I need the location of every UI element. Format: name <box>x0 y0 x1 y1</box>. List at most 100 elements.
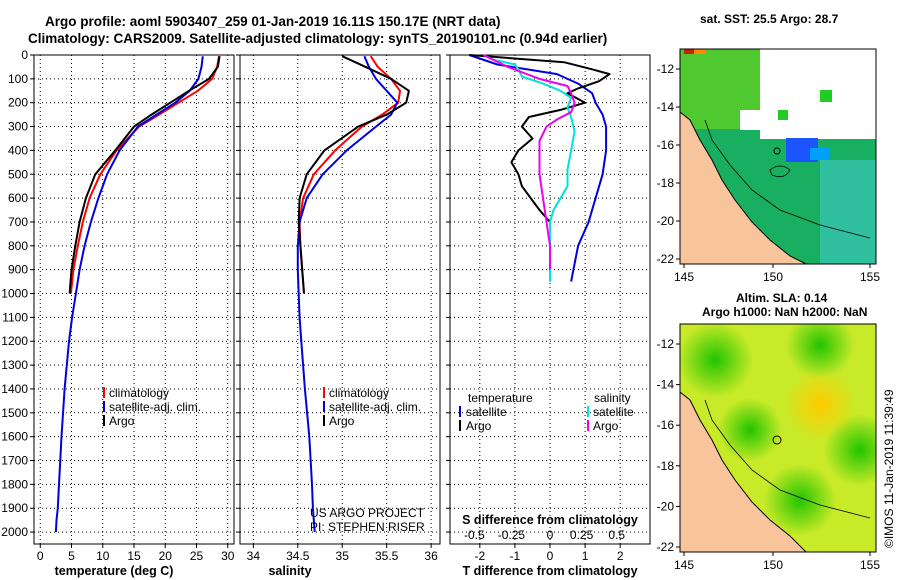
x-tick-label: -2 <box>474 549 485 563</box>
legend-label: Argo <box>593 419 619 433</box>
y-tick-label: 100 <box>8 72 28 86</box>
y-tick-label: 200 <box>8 96 28 110</box>
sst-map: -12 -14 -16 -18 -20 -22 145 150 155 <box>657 48 881 284</box>
x-tick-label: 1 <box>582 549 589 563</box>
y-tick-label: 0 <box>21 48 28 62</box>
map-y-tick-label: -20 <box>657 214 675 228</box>
legend-label: climatology <box>329 386 389 400</box>
y-tick-label: 2000 <box>1 525 28 539</box>
y-tick-label: 600 <box>8 191 28 205</box>
x-tick-label: 35 <box>336 549 350 563</box>
imos-timestamp: ©IMOS 11-Jan-2019 11:39:49 <box>882 389 896 548</box>
sla-map-subtitle: Argo h1000: NaN h2000: NaN <box>702 305 867 319</box>
map-y-tick-label: -22 <box>657 252 675 266</box>
figure-subtitle: Climatology: CARS2009. Satellite-adjuste… <box>28 31 607 46</box>
map-y-tick-label: -18 <box>657 459 675 473</box>
map-y-tick-label: -18 <box>657 176 675 190</box>
y-tick-label: 1500 <box>1 406 28 420</box>
series-line-satellite <box>482 54 576 282</box>
map-y-tick-label: -12 <box>657 337 675 351</box>
map-x-tick-label: 150 <box>763 270 783 284</box>
map-y-tick-label: -12 <box>657 62 675 76</box>
salinity-panel: 34 34.5 35 35.5 36 salinity climatologysatelli… <box>236 54 441 578</box>
project-credit: US ARGO PROJECT <box>310 506 425 520</box>
sla-isobath <box>704 399 871 519</box>
series-line-Argo <box>482 54 576 270</box>
sla-low-patch-3 <box>718 398 782 462</box>
series-line-Argo <box>297 55 410 294</box>
x2-tick-label: 0.5 <box>608 528 625 542</box>
x-axis-label: T difference from climatology <box>462 564 637 578</box>
australia-coast-sla <box>680 391 807 552</box>
sst-hot-pixel <box>684 49 696 54</box>
series-line-Argo <box>469 54 611 223</box>
sst-cool-patch-2 <box>810 148 830 160</box>
y-tick-label: 300 <box>8 120 28 134</box>
x-tick-label: 5 <box>68 549 75 563</box>
y-tick-label: 1800 <box>1 477 28 491</box>
temperature-panel: 0 5 10 15 20 25 300100200300400500600700800900… <box>1 48 234 578</box>
map-x-tick-label: 155 <box>860 558 880 572</box>
y-tick-label: 1400 <box>1 382 28 396</box>
sst-southeast-field <box>820 160 876 264</box>
x-tick-label: 2 <box>617 549 624 563</box>
sla-map-frame <box>679 323 877 553</box>
x2-tick-label: -0.25 <box>498 528 526 542</box>
sla-map-ticks: -12 -14 -16 -18 -20 -22 145 150 155 <box>657 337 881 572</box>
plot-frame <box>449 54 651 545</box>
x-tick-label: 10 <box>96 549 110 563</box>
legend-label: satellite <box>466 405 507 419</box>
x-axis-label: salinity <box>268 564 311 578</box>
y-tick-label: 700 <box>8 215 28 229</box>
sst-map-ticks: -12 -14 -16 -18 -20 -22 145 150 155 <box>657 62 881 284</box>
legend-label: Argo <box>466 419 492 433</box>
x2-tick-label: 0.25 <box>570 528 594 542</box>
series-line-Argo <box>68 56 221 294</box>
y-tick-label: 1200 <box>1 334 28 348</box>
sla-low-patch-2 <box>786 324 854 379</box>
map-y-tick-label: -14 <box>657 100 675 114</box>
map-y-tick-label: -20 <box>657 499 675 513</box>
plot-frame <box>33 54 235 545</box>
legend-header-salinity: salinity <box>594 391 631 405</box>
sst-cloud-gap-2 <box>740 110 780 130</box>
x-tick-label: 0 <box>547 549 554 563</box>
y-tick-label: 1100 <box>2 310 28 324</box>
x2-tick-label: 0 <box>547 528 554 542</box>
y-tick-label: 400 <box>8 143 28 157</box>
series-line-satellite-adj. clim. <box>54 56 204 533</box>
x-tick-label: 20 <box>159 549 173 563</box>
plot-frame <box>239 54 441 545</box>
x-axis-label: temperature (deg C) <box>55 564 174 578</box>
legend-label: climatology <box>109 386 169 400</box>
map-x-tick-label: 150 <box>763 558 783 572</box>
sst-warm-pixel <box>694 49 706 54</box>
y-tick-label: 1600 <box>1 430 28 444</box>
y-tick-label: 1900 <box>1 501 28 515</box>
sst-green-pixel <box>820 90 832 102</box>
sla-map-title: Altim. SLA: 0.14 <box>736 291 828 305</box>
difference-panel: -2 -1 0 1 2T difference from climatology S di… <box>446 54 651 578</box>
x2-tick-label: -0.5 <box>464 528 485 542</box>
map-x-tick-label: 145 <box>674 270 694 284</box>
x-tick-label: 36 <box>424 549 438 563</box>
legend-label: satellite-adj. clim. <box>109 400 201 414</box>
map-y-tick-label: -16 <box>657 418 675 432</box>
x-tick-label: 35.5 <box>375 549 399 563</box>
series-line-satellite <box>468 54 608 282</box>
x-tick-label: 0 <box>37 549 44 563</box>
pi-credit: PI: STEPHEN RISER <box>310 520 425 534</box>
legend-label: satellite <box>593 405 634 419</box>
legend-header-temperature: temperature <box>468 391 533 405</box>
sla-low-patch-5 <box>764 464 836 536</box>
legend-label: Argo <box>109 414 135 428</box>
map-x-tick-label: 155 <box>860 270 880 284</box>
australia-coast <box>680 111 807 264</box>
map-x-tick-label: 145 <box>674 558 694 572</box>
sst-map-frame <box>679 48 877 265</box>
legend-label: Argo <box>329 414 355 428</box>
map-y-tick-label: -16 <box>657 138 675 152</box>
x-tick-label: 34.5 <box>286 549 310 563</box>
x-tick-label: 15 <box>127 549 141 563</box>
